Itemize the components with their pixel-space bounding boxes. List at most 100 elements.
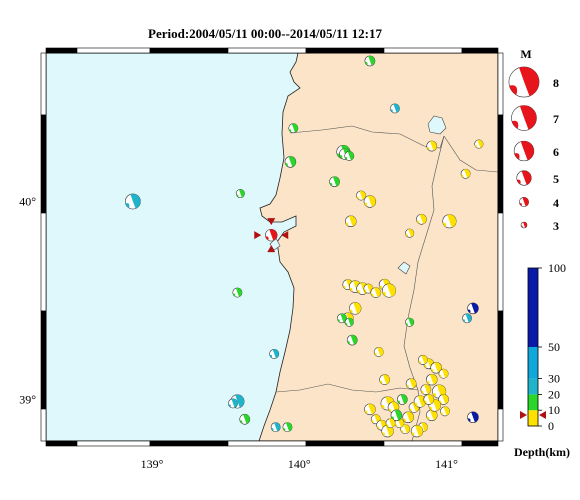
- earthquake-event: [364, 403, 376, 416]
- magnitude-legend-symbol: [511, 105, 537, 131]
- beachball-compression: [288, 156, 296, 167]
- beachball-compression: [347, 151, 354, 161]
- beachball-compression: [471, 302, 479, 314]
- lake-tazawa: [397, 261, 411, 275]
- beachball-compression: [374, 287, 381, 298]
- magnitude-legend-symbol: [519, 197, 529, 207]
- depth-bar-band: [528, 378, 538, 395]
- beachball-compression: [349, 287, 353, 292]
- depth-tick-label: 100: [548, 261, 566, 275]
- frame-bottom-segment: [76, 440, 151, 447]
- earthquake-event: [381, 424, 394, 438]
- earthquake-event: [416, 213, 427, 225]
- beachball-compression: [430, 141, 437, 151]
- frame-right-segment: [497, 310, 504, 410]
- beachball-compression: [429, 374, 438, 385]
- beachball-compression: [368, 55, 375, 66]
- frame-top-segment: [383, 47, 463, 54]
- lat-tick-40: 40°: [19, 194, 36, 208]
- beachball-compression: [238, 189, 245, 198]
- beachball-compression: [383, 374, 390, 385]
- frame-bottom-segment: [383, 440, 463, 447]
- beachball-compression: [426, 147, 430, 151]
- frame-top-segment: [305, 47, 385, 54]
- beachball-compression: [350, 335, 358, 345]
- lon-tick-139: 139°: [141, 457, 164, 471]
- beachball-compression: [228, 404, 231, 408]
- beachball-compression: [516, 179, 521, 185]
- beachball-compression: [381, 432, 385, 437]
- magnitude-legend-header: M: [520, 47, 531, 61]
- earthquake-event: [420, 384, 432, 395]
- earthquake-event: [288, 123, 299, 134]
- beachball-compression: [522, 197, 529, 207]
- beachball-compression: [442, 222, 447, 228]
- beachball-compression: [421, 422, 428, 432]
- beachball-compression: [239, 420, 243, 424]
- beachball-compression: [439, 374, 442, 378]
- beachball-compression: [385, 425, 394, 437]
- earthquake-event: [364, 55, 376, 67]
- earthquake-event: [460, 168, 471, 179]
- beachball-compression: [235, 287, 243, 297]
- magnitude-legend-symbol: [508, 66, 540, 98]
- depth-tick-label: 50: [548, 340, 560, 354]
- beachball-compression: [269, 229, 278, 241]
- beachball-compression: [414, 402, 418, 407]
- beachball-compression: [465, 313, 472, 323]
- earthquake-event: [405, 317, 415, 327]
- earthquake-event: [269, 348, 280, 359]
- frame-bottom-segment: [149, 440, 229, 447]
- latest-marker-right: [281, 231, 289, 240]
- latest-marker-bottom: [267, 245, 276, 253]
- beachball-compression: [368, 403, 376, 415]
- earthquake-event: [413, 395, 427, 408]
- beachball-compression: [403, 424, 410, 434]
- earthquake-event: [232, 287, 243, 298]
- beachball-compression: [347, 318, 354, 327]
- beachball-compression: [434, 362, 442, 373]
- frame-left-segment: [40, 52, 47, 116]
- magnitude-legend-symbol: [516, 170, 532, 186]
- beachball-compression: [405, 234, 408, 237]
- earthquake-event: [344, 151, 355, 161]
- beachball-compression: [347, 341, 350, 345]
- magnitude-legend-label: 8: [553, 76, 559, 90]
- beachball-compression: [340, 313, 347, 323]
- beachball-compression: [440, 412, 443, 416]
- earthquake-event: [346, 334, 358, 346]
- beachball-compression: [337, 319, 340, 323]
- depth-tick-label: 30: [548, 372, 560, 386]
- beachball-compression: [411, 432, 415, 437]
- beachball-compression: [430, 368, 434, 373]
- earthquake-event: [363, 195, 377, 208]
- beachball-compression: [519, 66, 540, 97]
- frame-right-segment: [497, 114, 504, 214]
- earthquake-event: [337, 313, 347, 324]
- earthquake-event: [428, 399, 441, 412]
- magnitude-legend-label: 4: [553, 196, 559, 210]
- earthquake-event: [270, 422, 281, 433]
- earthquake-event: [390, 409, 403, 422]
- beachball-compression: [379, 285, 383, 290]
- beachball-compression: [389, 418, 396, 428]
- beachball-compression: [386, 283, 396, 297]
- beachball-compression: [390, 109, 393, 113]
- frame-top-segment: [461, 47, 499, 54]
- earthquake-event: [228, 398, 238, 409]
- beachball-compression: [397, 418, 404, 428]
- beachball-compression: [416, 220, 420, 224]
- beachball-compression: [443, 406, 450, 416]
- beachball-compression: [370, 293, 374, 297]
- beachball-compression: [447, 214, 457, 228]
- beachball-compression: [379, 380, 383, 384]
- earthquake-event: [405, 228, 415, 238]
- earthquake-event: [396, 394, 408, 405]
- depth-marker-left: [520, 410, 527, 419]
- beachball-compression: [426, 416, 430, 420]
- beachball-compression: [432, 392, 437, 398]
- beachball-compression: [519, 203, 522, 207]
- beachball-compression: [394, 424, 398, 428]
- pref-boundary-south: [275, 383, 419, 393]
- earthquake-event: [329, 176, 340, 188]
